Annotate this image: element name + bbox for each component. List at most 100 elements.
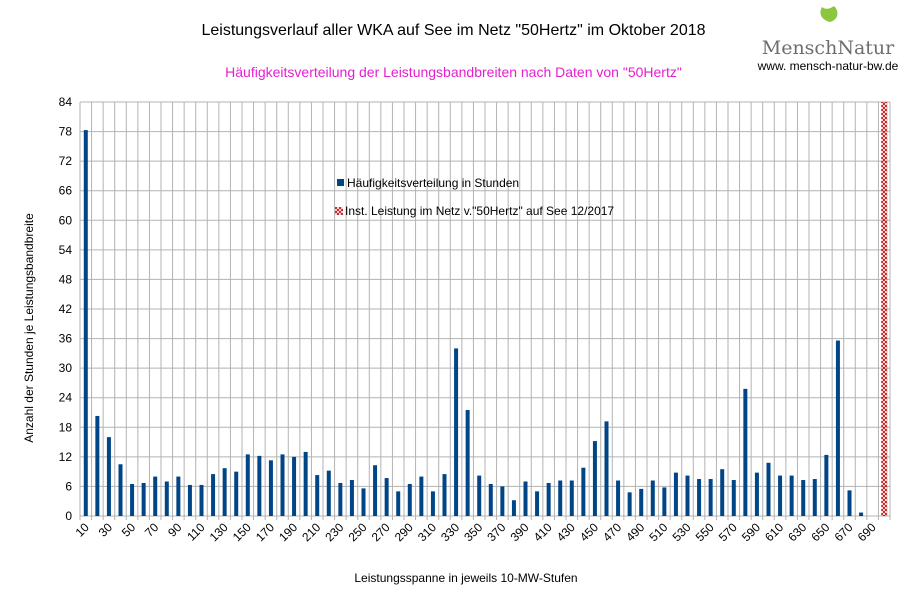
bar-frequency	[315, 475, 320, 516]
x-tick-label: 10	[73, 520, 93, 540]
bar-frequency	[211, 474, 216, 516]
bar-frequency	[442, 474, 447, 516]
ginkgo-leaf-icon	[820, 6, 838, 33]
bar-frequency	[106, 437, 111, 516]
bar-frequency	[280, 454, 285, 516]
bar-frequency	[199, 484, 204, 516]
y-tick-label: 84	[59, 95, 73, 109]
bar-frequency	[292, 456, 297, 516]
bar-frequency	[708, 479, 713, 516]
y-tick-label: 30	[59, 361, 73, 375]
bar-frequency	[685, 475, 690, 516]
x-tick-label: 350	[461, 520, 485, 544]
x-tick-label: 290	[392, 520, 416, 544]
bar-frequency	[153, 476, 158, 516]
legend: Häufigkeitsverteilung in Stunden Inst. L…	[335, 176, 614, 218]
bar-frequency	[118, 464, 123, 516]
bar-frequency	[546, 482, 551, 516]
bar-frequency	[604, 421, 609, 516]
x-tick-label: 630	[785, 520, 809, 544]
y-tick-label: 48	[59, 272, 73, 286]
x-tick-label: 50	[119, 520, 139, 540]
x-tick-label: 110	[184, 520, 208, 544]
bar-frequency	[488, 483, 493, 516]
bar-frequency	[234, 471, 239, 516]
bar-frequency	[187, 484, 192, 516]
bar-frequency	[338, 482, 343, 516]
x-tick-label: 570	[716, 520, 740, 544]
bar-frequency	[824, 454, 829, 516]
legend-label-frequency: Häufigkeitsverteilung in Stunden	[347, 176, 519, 190]
x-tick-label: 550	[693, 520, 717, 544]
bar-frequency	[373, 465, 378, 516]
x-tick-label: 170	[253, 520, 277, 544]
x-tick-label: 530	[670, 520, 694, 544]
bar-frequency	[396, 491, 401, 516]
bar-frequency	[141, 482, 146, 516]
x-tick-label: 590	[739, 520, 763, 544]
bar-frequency	[95, 415, 100, 516]
x-tick-label: 90	[165, 520, 185, 540]
x-tick-label: 690	[855, 520, 879, 544]
bar-frequency	[407, 483, 412, 516]
bar-frequency	[801, 480, 806, 516]
y-tick-label: 42	[59, 302, 73, 316]
y-tick-label: 66	[59, 184, 73, 198]
x-tick-label: 230	[322, 520, 346, 544]
x-tick-label: 370	[484, 520, 508, 544]
x-tick-label: 70	[142, 520, 162, 540]
x-tick-label: 450	[577, 520, 601, 544]
x-tick-label: 30	[96, 520, 116, 540]
bar-frequency	[859, 512, 864, 516]
bar-frequency	[176, 476, 181, 516]
bar-frequency	[245, 454, 250, 516]
bar-frequency	[835, 340, 840, 516]
x-tick-label: 190	[276, 520, 300, 544]
x-tick-label: 310	[415, 520, 439, 544]
bar-frequency	[130, 483, 135, 516]
y-tick-label: 6	[65, 479, 72, 493]
x-tick-label: 670	[832, 520, 856, 544]
x-tick-label: 390	[508, 520, 532, 544]
x-axis-label: Leistungsspanne in jeweils 10-MW-Stufen	[354, 571, 577, 585]
bar-frequency	[326, 470, 331, 516]
bar-frequency	[222, 468, 227, 516]
x-tick-label: 210	[299, 520, 323, 544]
bar-frequency	[616, 480, 621, 516]
bar-frequency	[454, 348, 459, 516]
x-tick-label: 410	[531, 520, 555, 544]
bar-frequency	[164, 481, 169, 516]
bar-frequency	[720, 469, 725, 516]
x-tick-label: 650	[808, 520, 832, 544]
bar-installed-capacity	[881, 102, 888, 516]
bar-frequency	[83, 130, 88, 517]
y-tick-label: 72	[59, 154, 73, 168]
x-tick-label: 470	[600, 520, 624, 544]
bar-frequency	[743, 388, 748, 516]
bar-frequency	[384, 478, 389, 516]
bar-frequency	[477, 475, 482, 516]
bar-frequency	[511, 500, 516, 516]
y-tick-label: 0	[65, 509, 72, 523]
y-tick-label: 78	[59, 125, 73, 139]
bar-frequency	[650, 480, 655, 516]
y-axis-label: Anzahl der Stunden je Leistungsbandbreit…	[22, 213, 36, 443]
bar-frequency	[697, 479, 702, 516]
bar-frequency	[430, 491, 435, 516]
x-tick-label: 330	[438, 520, 462, 544]
legend-swatch-frequency	[337, 179, 344, 186]
bar-frequency	[754, 472, 759, 516]
bar-frequency	[639, 488, 644, 516]
bar-frequency	[361, 488, 366, 516]
y-tick-label: 60	[59, 213, 73, 227]
logo-url: www. mensch-natur-bw.de	[757, 59, 899, 73]
bar-frequency	[766, 462, 771, 516]
y-tick-label: 24	[59, 391, 73, 405]
bar-frequency	[535, 491, 540, 516]
y-tick-label: 12	[59, 450, 73, 464]
bar-frequency	[731, 480, 736, 516]
logo-brand: MenschNatur	[761, 37, 895, 59]
bar-frequency	[500, 486, 505, 516]
bar-frequency	[558, 480, 563, 516]
